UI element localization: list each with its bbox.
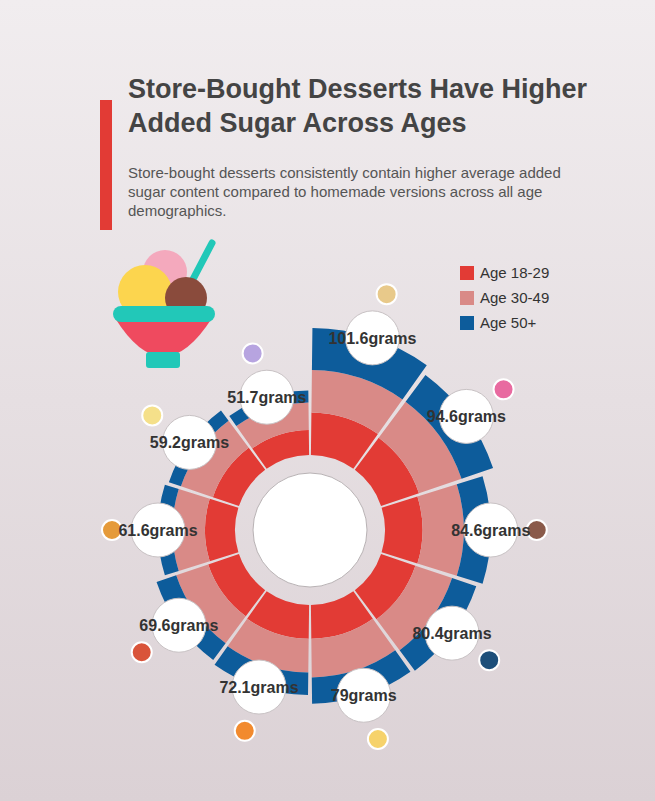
total-label: 69.6grams [139,617,218,634]
illustration [113,243,215,368]
bar-segment [382,497,423,564]
bar-segment [406,375,493,479]
legend: Age 18-29 Age 30-49 Age 50+ [460,264,549,331]
total-label: 59.2grams [150,434,229,451]
legend-swatch [460,291,474,305]
dessert-icon [494,379,514,399]
legend-label: Age 18-29 [480,264,549,281]
total-label: 84.6grams [451,522,530,539]
dessert-icon [235,721,255,741]
bowl-base [146,352,180,368]
dessert-icon [142,405,162,425]
total-label: 79grams [331,687,397,704]
dessert-icon [377,284,397,304]
subtitle: Store-bought desserts consistently conta… [128,163,578,220]
total-label: 61.6grams [118,522,197,539]
total-label: 94.6grams [427,408,506,425]
total-label: 72.1grams [219,679,298,696]
labels: 101.6grams 94.6grams 84.6grams 80.4grams 79g… [102,284,547,749]
legend-swatch [460,266,474,280]
title: Store-Bought Desserts Have Higher Added … [128,72,628,140]
total-label: 101.6grams [328,330,416,347]
bars [157,328,494,704]
total-label: 80.4grams [412,625,491,642]
bar-segment [205,499,238,561]
center-circle [253,473,367,587]
chart: 101.6grams 94.6grams 84.6grams 80.4grams 79g… [0,0,655,801]
legend-swatch [460,316,474,330]
bowl-rim [113,306,215,322]
dessert-icon [132,642,152,662]
total-label: 51.7grams [227,389,306,406]
dessert-icon [368,729,388,749]
bowl [115,318,212,357]
accent-bar [100,100,112,230]
legend-label: Age 30-49 [480,289,549,306]
legend-label: Age 50+ [480,314,537,331]
dessert-icon [243,343,263,363]
dessert-icon [479,650,499,670]
